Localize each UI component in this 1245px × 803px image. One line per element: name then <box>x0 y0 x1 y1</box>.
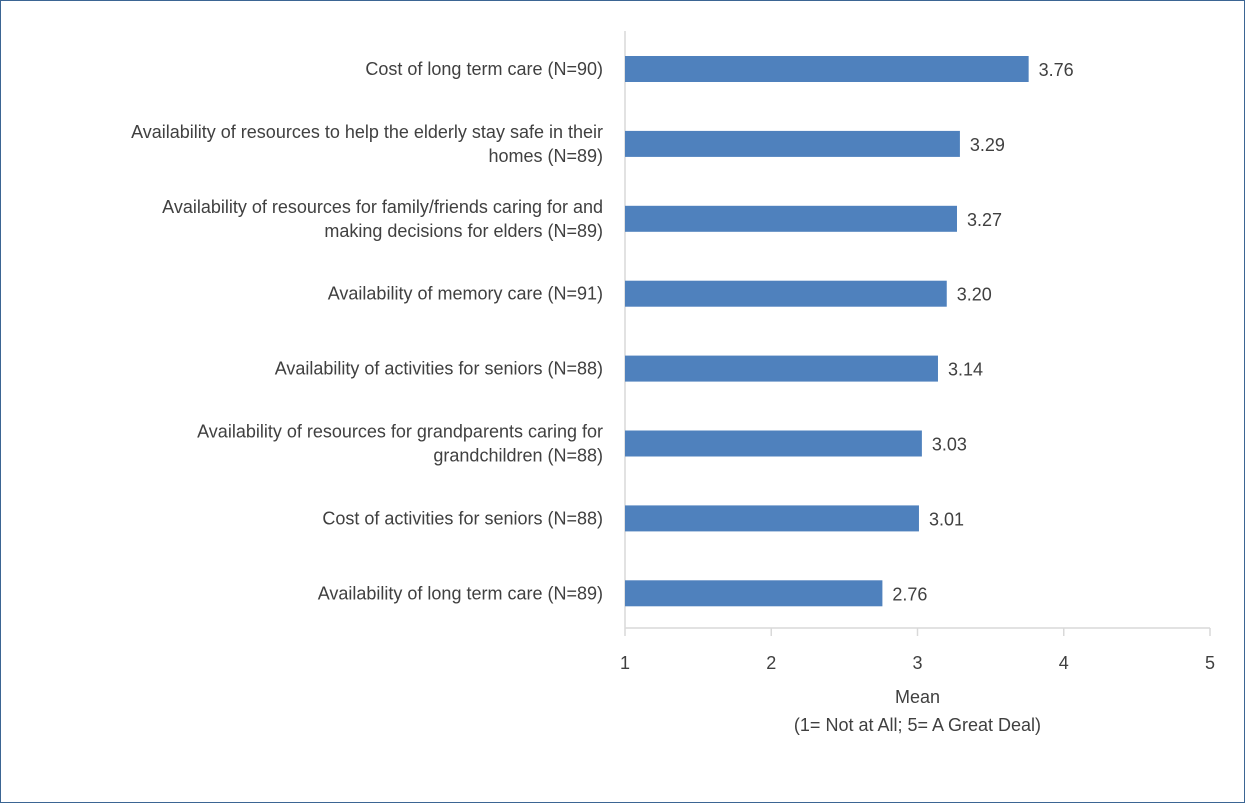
category-label-line: Cost of long term care (N=90) <box>365 59 603 79</box>
category-label-line: Availability of memory care (N=91) <box>328 284 603 304</box>
category-label: Availability of activities for seniors (… <box>275 359 603 379</box>
x-axis-title: Mean <box>895 687 940 707</box>
category-label-line: Availability of activities for seniors (… <box>275 359 603 379</box>
bar <box>625 430 922 457</box>
data-label: 3.20 <box>957 285 992 305</box>
bar <box>625 280 947 307</box>
bar <box>625 56 1029 82</box>
category-label-line: Availability of resources to help the el… <box>131 122 603 142</box>
category-label: Cost of long term care (N=90) <box>365 59 603 79</box>
category-label-line: homes (N=89) <box>488 146 603 166</box>
x-tick-label: 1 <box>620 653 630 673</box>
data-label: 3.14 <box>948 360 983 380</box>
category-label: Cost of activities for seniors (N=88) <box>322 508 603 528</box>
data-label: 3.76 <box>1039 60 1074 80</box>
category-label-line: making decisions for elders (N=89) <box>324 221 603 241</box>
category-label-line: grandchildren (N=88) <box>433 446 603 466</box>
category-label-line: Availability of resources for family/fri… <box>162 197 603 217</box>
category-label: Availability of resources for family/fri… <box>162 197 603 241</box>
bar <box>625 205 957 232</box>
category-label: Availability of resources to help the el… <box>131 122 603 166</box>
category-label: Availability of resources for grandparen… <box>197 422 603 466</box>
x-axis-title: (1= Not at All; 5= A Great Deal) <box>794 715 1041 735</box>
data-label: 3.03 <box>932 435 967 455</box>
bar <box>625 580 883 607</box>
data-label: 3.27 <box>967 210 1002 230</box>
x-tick-label: 4 <box>1059 653 1069 673</box>
bar <box>625 505 919 532</box>
bar <box>625 355 938 382</box>
x-tick-label: 2 <box>766 653 776 673</box>
data-label: 2.76 <box>892 584 927 604</box>
data-label: 3.01 <box>929 509 964 529</box>
x-tick-label: 5 <box>1205 653 1215 673</box>
data-label: 3.29 <box>970 135 1005 155</box>
category-label-line: Availability of resources for grandparen… <box>197 422 603 442</box>
category-label: Availability of long term care (N=89) <box>318 583 603 603</box>
category-label-line: Cost of activities for seniors (N=88) <box>322 508 603 528</box>
category-label: Availability of memory care (N=91) <box>328 284 603 304</box>
bar <box>625 130 960 157</box>
category-label-line: Availability of long term care (N=89) <box>318 583 603 603</box>
x-tick-label: 3 <box>912 653 922 673</box>
